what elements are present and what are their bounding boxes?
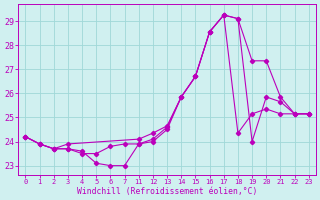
X-axis label: Windchill (Refroidissement éolien,°C): Windchill (Refroidissement éolien,°C) [77,187,257,196]
